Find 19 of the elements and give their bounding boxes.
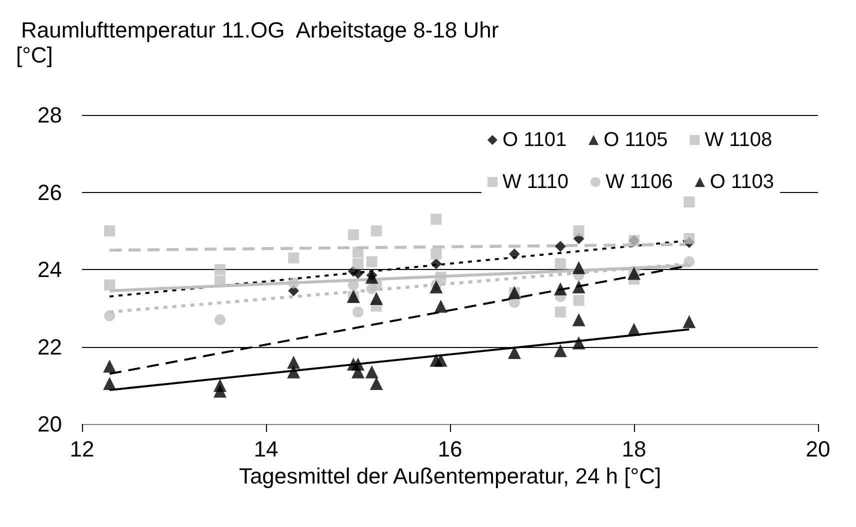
x-tick-label: 18	[622, 436, 646, 462]
y-tick-label: 28	[38, 102, 62, 128]
legend-label: O 1105	[604, 129, 668, 151]
x-tick-label: 20	[806, 436, 830, 462]
y-tick-label: 26	[38, 180, 62, 205]
y-tick-label: 20	[38, 412, 62, 436]
y-tick-label: 22	[38, 334, 62, 360]
y-axis-title: [°C]	[16, 42, 53, 68]
x-tick-label: 14	[254, 436, 278, 462]
chart-title: Raumlufttemperatur 11.OG Arbeitstage 8-18 Uhr	[21, 18, 499, 42]
legend-label: O 1101	[502, 129, 567, 151]
x-tick-label: 12	[70, 436, 94, 462]
legend-label: O 1103	[710, 171, 774, 193]
x-axis-title: Tagesmittel der Außentemperatur, 24 h [°C]	[238, 463, 662, 488]
legend-label: W 1110	[502, 171, 568, 193]
x-tick-label: 16	[438, 436, 462, 462]
legend-label: W 1108	[704, 129, 772, 151]
y-tick-label: 24	[38, 257, 62, 282]
legend-label: W 1106	[605, 171, 673, 193]
